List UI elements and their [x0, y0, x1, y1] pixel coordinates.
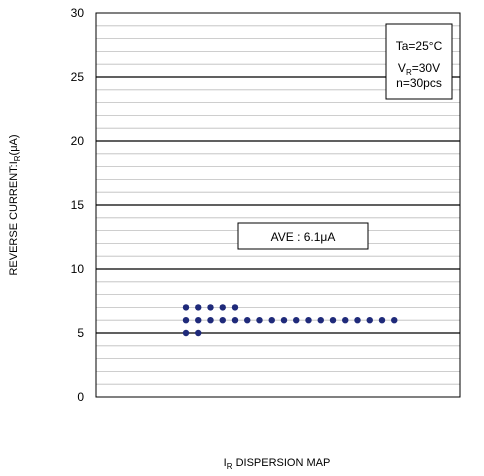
data-point — [219, 317, 226, 324]
data-point — [231, 317, 239, 324]
data-point — [219, 304, 226, 311]
data-point — [378, 317, 386, 324]
y-axis-label: REVERSE CURRENT:IR(μA) — [8, 134, 22, 275]
average-box: AVE : 6.1μA — [237, 222, 369, 250]
data-point — [195, 304, 202, 311]
data-point — [195, 317, 202, 324]
condition-sample-count: n=30pcs — [396, 76, 442, 90]
average-label: AVE : 6.1μA — [271, 230, 336, 244]
data-point — [231, 304, 239, 311]
y-tick-labels: 0 5 10 15 20 25 30 — [71, 6, 85, 404]
data-point — [268, 317, 275, 324]
y-tick-label: 25 — [71, 70, 85, 84]
condition-temperature: Ta=25°C — [396, 39, 443, 53]
data-point — [256, 317, 263, 324]
y-tick-label: 20 — [71, 134, 85, 148]
data-point — [182, 317, 190, 324]
data-point — [280, 317, 288, 324]
y-tick-label: 10 — [71, 262, 85, 276]
y-tick-label: 30 — [71, 6, 85, 20]
conditions-box: Ta=25°C VR=30V n=30pcs — [385, 23, 453, 100]
data-point — [305, 317, 312, 324]
data-point — [207, 317, 214, 324]
data-point — [182, 304, 190, 311]
data-point — [366, 317, 373, 324]
data-point — [329, 317, 337, 324]
y-tick-label: 0 — [77, 390, 84, 404]
y-tick-label: 5 — [77, 326, 84, 340]
data-point — [391, 317, 398, 324]
data-point — [317, 317, 324, 324]
data-point — [354, 317, 361, 324]
condition-voltage: VR=30V — [398, 61, 440, 77]
data-point — [293, 317, 300, 324]
data-point — [195, 329, 202, 337]
data-points — [182, 304, 398, 337]
plot-frame — [95, 12, 461, 398]
data-point — [244, 317, 251, 324]
data-point — [342, 317, 349, 324]
data-point — [182, 329, 190, 337]
x-axis-label: IR DISPERSION MAP — [224, 457, 331, 471]
data-point — [207, 304, 214, 311]
y-tick-label: 15 — [71, 198, 85, 212]
